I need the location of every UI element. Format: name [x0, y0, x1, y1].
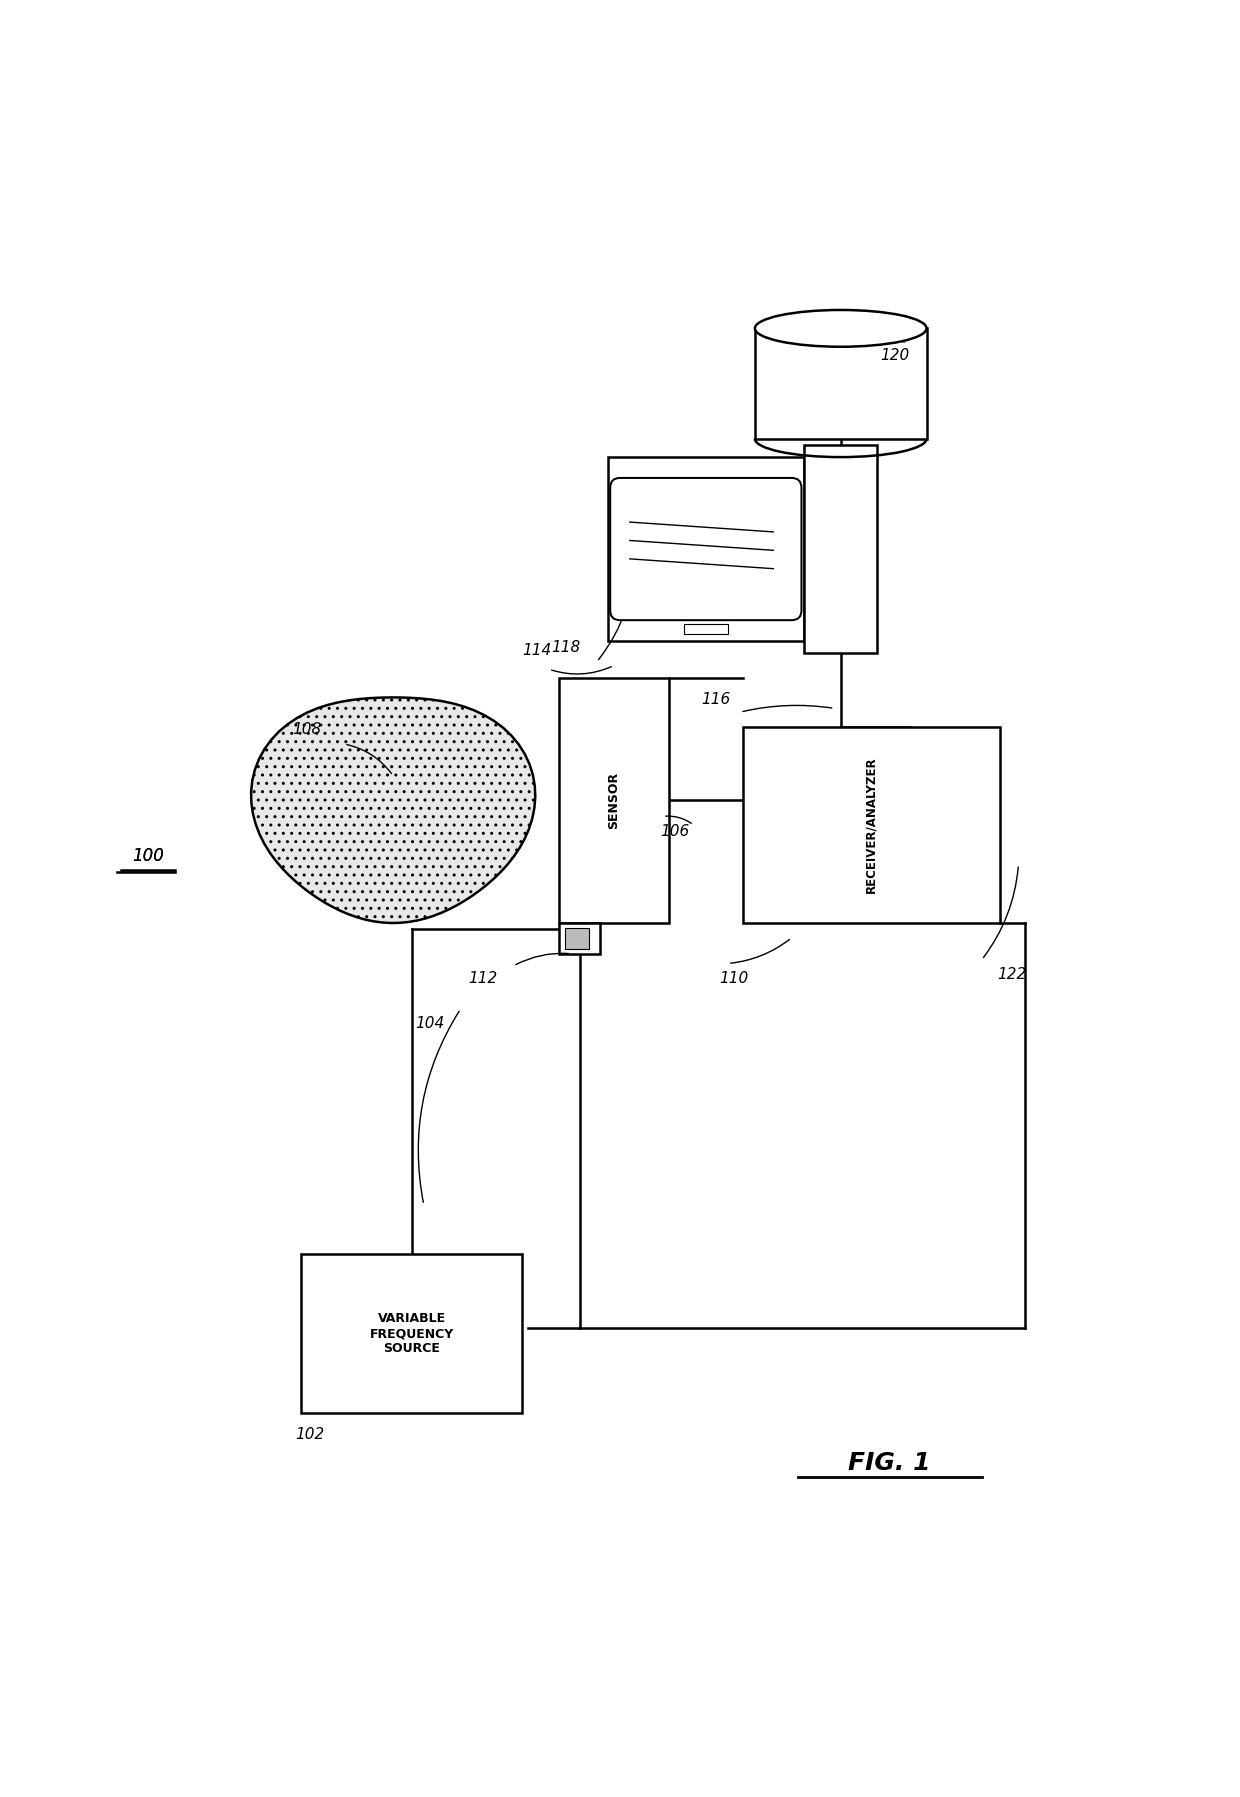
Text: VARIABLE
FREQUENCY
SOURCE: VARIABLE FREQUENCY SOURCE: [370, 1312, 454, 1355]
Bar: [559, 924, 600, 954]
Text: 106: 106: [661, 823, 689, 839]
Bar: [743, 726, 1001, 924]
Bar: [683, 624, 728, 634]
Bar: [559, 677, 670, 924]
Text: 118: 118: [552, 640, 580, 654]
Text: 110: 110: [719, 970, 749, 987]
Polygon shape: [252, 697, 536, 924]
Text: 116: 116: [701, 692, 730, 708]
Text: RECEIVER/ANALYZER: RECEIVER/ANALYZER: [864, 757, 878, 893]
Text: 108: 108: [293, 722, 322, 737]
Ellipse shape: [755, 309, 926, 347]
Bar: [804, 446, 878, 654]
Text: 114: 114: [522, 643, 552, 658]
Text: 104: 104: [415, 1015, 445, 1031]
Bar: [301, 1254, 522, 1414]
Text: 122: 122: [998, 967, 1027, 981]
Text: 100: 100: [131, 846, 164, 864]
Bar: [755, 329, 926, 438]
Text: 112: 112: [467, 970, 497, 987]
Text: SENSOR: SENSOR: [608, 773, 620, 828]
Text: 100: 100: [131, 846, 164, 864]
FancyBboxPatch shape: [610, 478, 801, 620]
Text: 102: 102: [295, 1427, 325, 1441]
Text: 120: 120: [880, 349, 909, 363]
Text: FIG. 1: FIG. 1: [848, 1450, 931, 1475]
Bar: [608, 456, 804, 642]
Bar: [565, 927, 589, 949]
